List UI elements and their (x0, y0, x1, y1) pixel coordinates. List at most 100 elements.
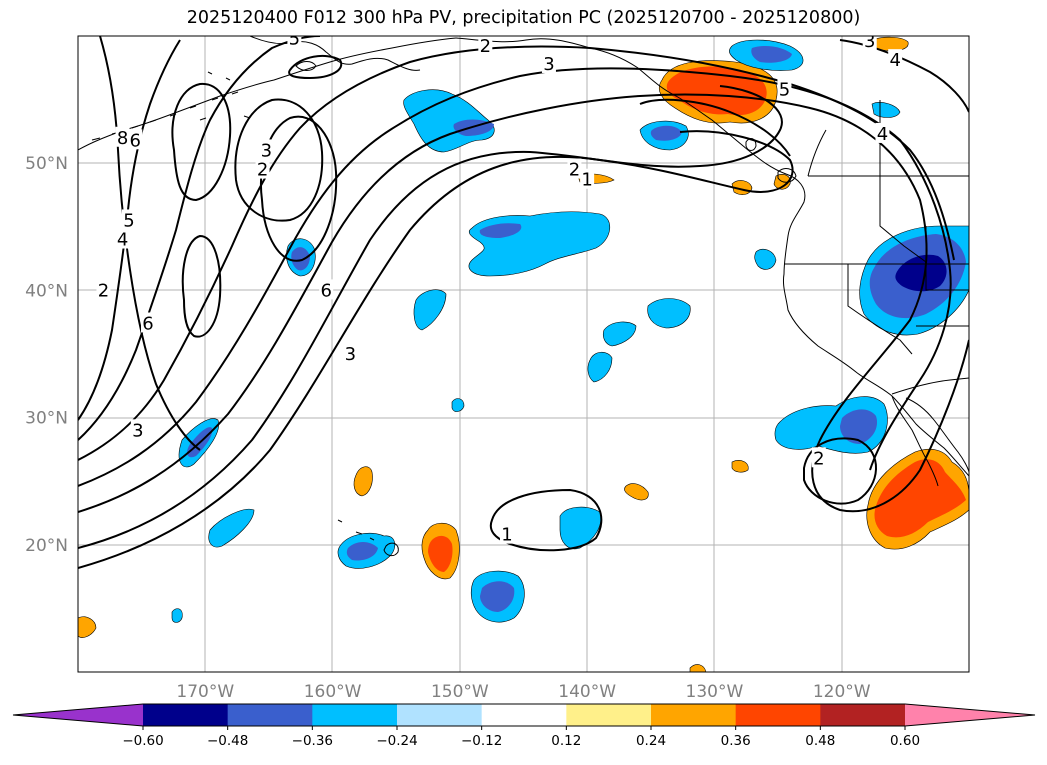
coast-hawaii-big (383, 542, 399, 557)
contour-label-bg (875, 122, 890, 143)
contour-label: 2 (813, 448, 824, 469)
precip-pos-spot-5 (731, 460, 749, 473)
contour-label: 2 (569, 160, 580, 181)
colorbar-segment (735, 704, 821, 726)
precip-neg-c7 (451, 398, 465, 412)
contour-label-bg (130, 419, 145, 440)
lon-label: 170°W (176, 682, 234, 702)
longitude-labels: 170°W 160°W 150°W 140°W 130°W 120°W (176, 682, 870, 702)
contour-label: 5 (779, 79, 790, 100)
precip-neg-bc-core (650, 125, 682, 141)
contour-label: 2 (480, 36, 491, 57)
precip-neg-south-core (480, 581, 515, 612)
colorbar-tick-label: −0.24 (376, 733, 417, 749)
contour-label: 2 (98, 280, 109, 301)
precip-neg-ak-small (871, 102, 901, 118)
contour-label-bg (319, 279, 334, 300)
pv-contour-north-1 (288, 54, 343, 80)
colorbar-segment (397, 704, 483, 726)
precip-pos-mexico-core (874, 459, 966, 538)
precip-pos-spot-8 (78, 616, 97, 638)
coast-baja (891, 395, 939, 487)
contour-label: 8 (117, 128, 128, 149)
lat-label: 50°N (25, 154, 68, 174)
contour-label-bg (580, 168, 595, 189)
precip-neg-c5 (208, 508, 255, 548)
pv-contour-5 (78, 45, 955, 461)
coast-northamerica (637, 67, 969, 477)
border-states-2 (879, 176, 927, 263)
border-states-3 (847, 264, 913, 355)
contour-label: 1 (581, 170, 592, 191)
contour-label: 3 (132, 420, 143, 441)
lat-label: 40°N (25, 281, 68, 301)
contour-label: 1 (501, 525, 512, 546)
pv-contour-closed-3 (171, 82, 232, 202)
lon-label: 130°W (686, 682, 744, 702)
contour-label: 6 (130, 130, 141, 151)
colorbar-tick-label: −0.48 (207, 733, 248, 749)
contour-label-bg (777, 78, 792, 99)
contour-label-bg (499, 523, 514, 544)
precip-neg-c1 (602, 321, 637, 347)
precip-pos-spot-1 (353, 466, 373, 497)
pv-contour-closed-4 (181, 234, 222, 338)
contour-label-bg (811, 447, 826, 468)
colorbar-segments (13, 704, 1035, 726)
contour-label: 4 (877, 124, 888, 145)
precip-neg-sse (559, 506, 602, 550)
contour-label-bg (541, 52, 556, 73)
contour-label-bg (862, 36, 877, 51)
contour-label-bg (96, 279, 111, 300)
map-background (78, 36, 969, 672)
colorbar-tick-label: 0.36 (721, 733, 751, 749)
pv-contour-bc (639, 98, 791, 157)
contour-label: 5 (123, 210, 134, 231)
precip-neg-c4 (413, 289, 447, 331)
colorbar-extend-high (905, 704, 1035, 726)
precip-neg-hawaii-w-core (346, 542, 378, 561)
contour-label-bg (115, 228, 130, 249)
latitude-labels: 50°N 40°N 30°N 20°N (25, 154, 68, 556)
contour-label-bg (141, 312, 156, 333)
pv-contour-6 (78, 36, 321, 441)
precip-pos-pnw-core (666, 66, 767, 116)
pv-contour-4 (78, 67, 952, 487)
precip-neg-c8 (171, 608, 183, 623)
colorbar-segment (820, 704, 906, 726)
map-frame (77, 35, 970, 673)
colorbar-segment (481, 704, 567, 726)
colorbar-segment (227, 704, 313, 726)
contour-label-bg (115, 126, 130, 147)
colorbar-segment (312, 704, 398, 726)
coastlines (78, 36, 969, 557)
contour-label: 6 (142, 313, 153, 334)
pv-contour-3 (78, 93, 969, 513)
precip-pos-hawaii-core (428, 535, 453, 572)
colorbar-tick-label: −0.36 (292, 733, 333, 749)
colorbar: −0.60 −0.48 −0.36 −0.24 −0.12 0.12 0.24 0.36 0.4… (12, 703, 1036, 749)
precip-neg-c2 (647, 298, 691, 329)
lon-label: 120°W (813, 682, 871, 702)
contour-label-bg (478, 36, 493, 56)
colorbar-tick-label: 0.48 (805, 733, 835, 749)
colorbar-tick-label: −0.12 (461, 733, 502, 749)
pv-contour-closed-1 (234, 98, 324, 222)
contour-label-bg (888, 49, 903, 70)
lat-label: 20°N (25, 536, 68, 556)
colorbar-segment (143, 704, 229, 726)
contour-label: 3 (864, 31, 875, 52)
contour-label-bg (121, 209, 136, 230)
contour-label-bg (343, 343, 358, 363)
colorbar-ticks: −0.60 −0.48 −0.36 −0.24 −0.12 0.12 0.24 0.36 0.4… (122, 726, 920, 749)
contour-label: 3 (261, 140, 272, 161)
precip-neg-dateline-core (291, 247, 310, 271)
contour-label-bg (259, 139, 274, 160)
colorbar-tick-label: 0.12 (551, 733, 581, 749)
colorbar-extend-low (13, 704, 143, 726)
map-title: 2025120400 F012 300 hPa PV, precipitatio… (186, 8, 861, 28)
